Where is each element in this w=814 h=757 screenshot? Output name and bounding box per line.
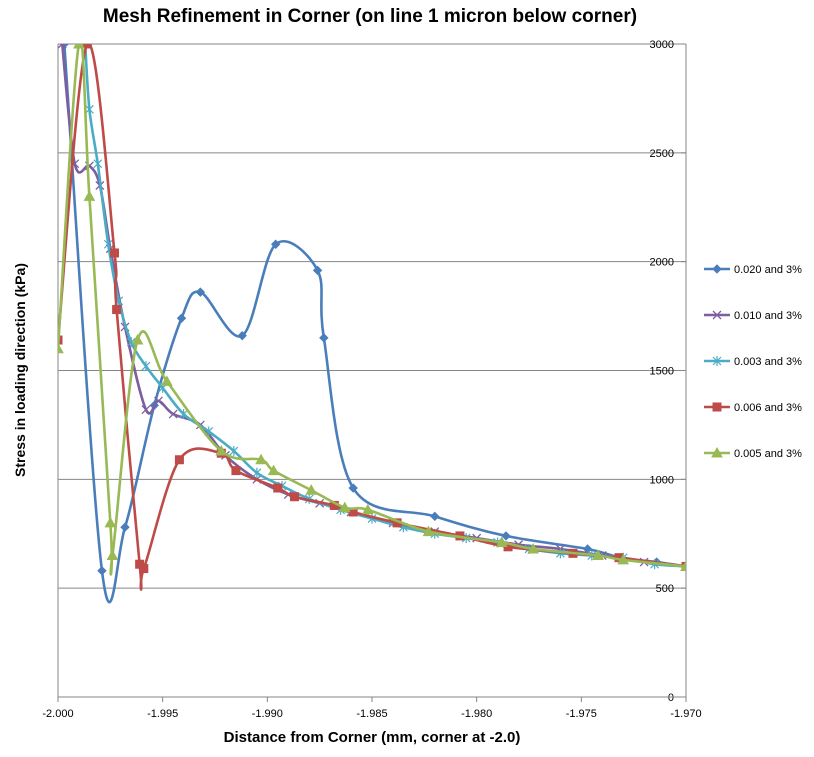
data-point <box>617 553 630 565</box>
data-point <box>270 239 281 249</box>
series-1 <box>59 44 686 604</box>
data-point <box>93 158 103 169</box>
legend: 0.020 and 3% 0.010 and 3% 0.003 and 3% 0.00… <box>704 264 802 460</box>
data-point <box>106 549 119 561</box>
data-point <box>273 483 283 493</box>
data-point <box>231 466 241 476</box>
data-point <box>176 313 187 323</box>
data-point <box>255 453 267 465</box>
data-point <box>58 342 64 354</box>
legend-label: 0.005 and 3% <box>734 448 802 460</box>
x-tick-label: -1.975 <box>566 708 597 720</box>
data-point <box>120 522 130 532</box>
legend-label: 0.020 and 3% <box>734 264 802 276</box>
legend-item: 0.020 and 3% <box>704 264 802 276</box>
x-tick-label: -1.995 <box>147 708 178 720</box>
x-tick-label: -1.985 <box>356 708 387 720</box>
data-point <box>73 44 85 49</box>
series-layer <box>58 44 686 604</box>
data-point <box>592 549 604 561</box>
data-point <box>104 516 117 528</box>
legend-marker <box>712 310 722 320</box>
legend-item: 0.006 and 3% <box>704 402 802 414</box>
y-tick-label: 500 <box>656 583 674 595</box>
series-line <box>60 44 686 568</box>
chart-title: Mesh Refinement in Corner (on line 1 mic… <box>102 6 638 27</box>
data-point <box>680 560 686 571</box>
data-point <box>338 501 351 513</box>
series-5 <box>58 44 686 576</box>
x-tick-label: -1.970 <box>670 708 701 720</box>
legend-marker <box>712 402 722 412</box>
data-point <box>267 464 280 476</box>
y-tick-label: 2500 <box>650 148 674 160</box>
series-2 <box>58 44 686 571</box>
data-point <box>84 104 94 115</box>
data-point <box>237 330 247 341</box>
data-point <box>139 564 149 574</box>
y-tick-label: 1500 <box>650 366 674 378</box>
data-point <box>161 375 173 386</box>
data-point <box>422 525 435 537</box>
data-point <box>252 467 262 478</box>
x-tick-label: -1.980 <box>461 708 492 720</box>
data-point <box>215 445 228 456</box>
axes: 0 500 1000 1500 2000 2500 3000 -2.000 -1.995 -1.9… <box>42 39 701 720</box>
y-axis-title: Stress in loading direction (kPa) <box>12 263 28 477</box>
data-point <box>110 248 120 258</box>
data-point <box>141 361 151 372</box>
y-tick-label: 2000 <box>650 257 674 269</box>
data-point <box>97 566 107 576</box>
legend-label: 0.006 and 3% <box>734 402 802 414</box>
data-point <box>430 511 440 522</box>
series-line <box>83 44 686 568</box>
data-point <box>195 287 206 297</box>
data-point <box>154 396 163 406</box>
data-point <box>361 503 374 515</box>
data-point <box>141 405 151 415</box>
data-point <box>305 484 318 495</box>
data-point <box>168 409 178 419</box>
legend-item: 0.010 and 3% <box>704 310 802 322</box>
x-tick-label: -1.990 <box>252 708 283 720</box>
data-point <box>229 446 239 457</box>
gridlines <box>58 43 686 589</box>
data-point <box>527 542 540 554</box>
data-point <box>348 483 358 493</box>
legend-marker <box>711 446 723 458</box>
data-point <box>290 492 300 502</box>
data-point <box>131 333 144 345</box>
legend-marker <box>712 264 722 274</box>
series-line <box>58 44 686 591</box>
data-point <box>126 337 136 348</box>
data-point <box>174 455 184 465</box>
legend-label: 0.010 and 3% <box>734 310 802 322</box>
data-point <box>83 190 96 201</box>
data-point <box>312 265 323 276</box>
data-point <box>58 44 67 49</box>
data-point <box>501 531 511 541</box>
legend-item: 0.003 and 3% <box>704 356 802 368</box>
series-4 <box>58 44 686 591</box>
legend-label: 0.003 and 3% <box>734 356 802 368</box>
legend-item: 0.005 and 3% <box>704 446 802 460</box>
data-point <box>82 44 92 49</box>
x-tick-label: -2.000 <box>42 708 73 720</box>
y-tick-label: 3000 <box>650 39 674 51</box>
y-tick-label: 1000 <box>650 474 674 486</box>
y-tick-label: 0 <box>668 692 674 704</box>
data-point <box>495 536 508 547</box>
series-3 <box>80 44 686 572</box>
data-point <box>179 409 189 420</box>
data-point <box>103 239 113 250</box>
series-line <box>58 44 686 576</box>
x-axis-title: Distance from Corner (mm, corner at -2.0… <box>223 729 521 746</box>
data-point <box>319 333 329 343</box>
data-point <box>112 305 122 315</box>
data-point <box>58 335 63 345</box>
legend-marker <box>712 356 722 366</box>
